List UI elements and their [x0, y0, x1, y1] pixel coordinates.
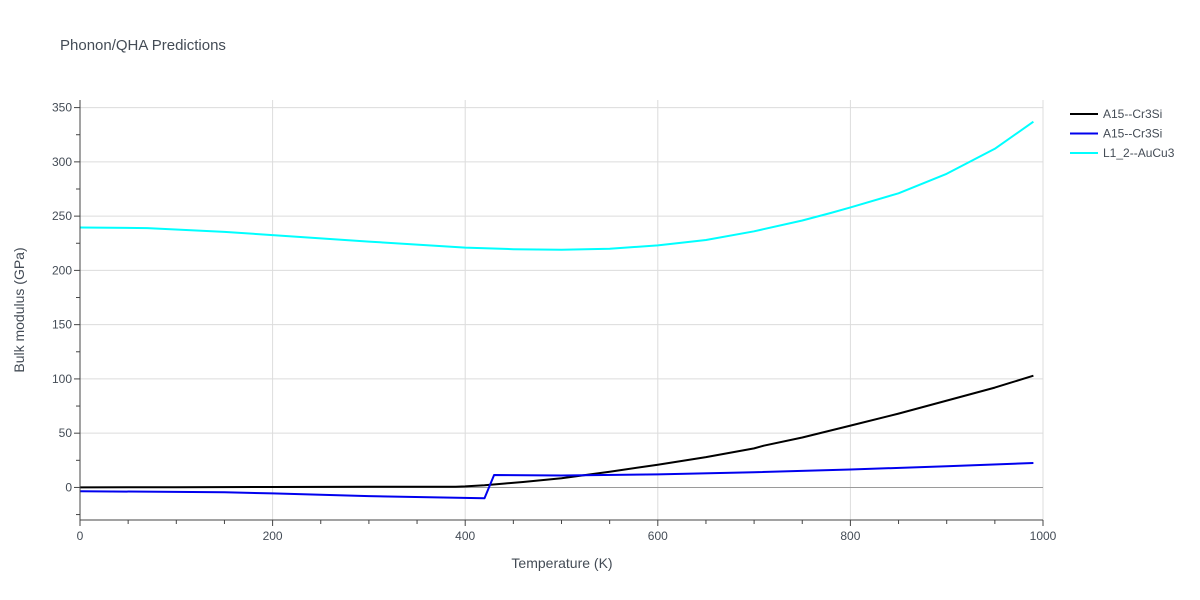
series-line-3 — [79, 120, 1034, 251]
grid-layer — [80, 100, 1044, 520]
x-tick-label: 1000 — [1030, 529, 1057, 543]
legend-label: A15--Cr3Si — [1103, 107, 1162, 121]
y-tick-label: 350 — [52, 101, 72, 115]
x-axis-label: Temperature (K) — [511, 555, 612, 571]
y-tick-label: 50 — [59, 426, 73, 440]
series-line-1 — [79, 374, 1034, 489]
y-tick-label: 150 — [52, 318, 72, 332]
series-line-2 — [79, 462, 1034, 500]
series-layer — [79, 120, 1034, 500]
legend: A15--Cr3Si A15--Cr3Si L1_2--AuCu3 — [1070, 107, 1175, 160]
legend-label: A15--Cr3Si — [1103, 127, 1162, 141]
y-tick-label: 250 — [52, 209, 72, 223]
y-tick-label: 100 — [52, 372, 72, 386]
x-tick-label: 200 — [263, 529, 283, 543]
x-tick-label: 400 — [455, 529, 475, 543]
x-tick-label: 800 — [840, 529, 860, 543]
y-tick-label: 0 — [65, 480, 72, 494]
legend-label: L1_2--AuCu3 — [1103, 146, 1175, 160]
chart-title: Phonon/QHA Predictions — [60, 37, 226, 54]
axis-layer: 0 200 400 600 800 1000 0 50 100 150 200 250 300 350 — [52, 100, 1057, 543]
y-tick-label: 300 — [52, 155, 72, 169]
y-tick-label: 200 — [52, 263, 72, 277]
y-axis-label: Bulk modulus (GPa) — [11, 247, 27, 372]
x-tick-label: 600 — [648, 529, 668, 543]
x-tick-label: 0 — [77, 529, 84, 543]
